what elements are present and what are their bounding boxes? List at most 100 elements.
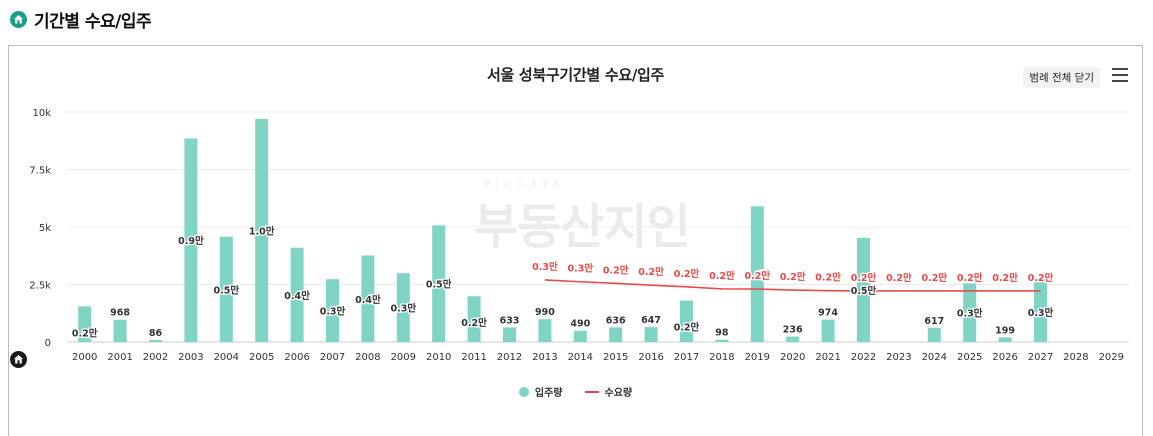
legend-dot-icon [518,386,529,397]
logo-icon [10,351,27,368]
line-data-label: 0.2만 [780,271,806,283]
line-data-label: 0.2만 [603,264,629,276]
bar-data-label: 0.5만 [851,285,877,297]
bar [538,319,552,342]
y-tick-label: 10k [32,108,51,119]
x-tick-label: 2014 [568,352,593,363]
bar-data-label: 0.3만 [320,306,346,318]
bar-data-label: 633 [500,315,520,326]
x-tick-label: 2007 [320,352,345,363]
line-data-label: 0.2만 [709,270,735,282]
x-tick-label: 2025 [957,352,982,363]
bar-data-label: 490 [570,319,590,330]
x-tick-label: 2015 [603,352,628,363]
bar-data-label: 974 [818,308,838,319]
y-tick-label: 5k [39,223,51,234]
legend-item-move-in[interactable]: 입주량 [518,384,563,399]
y-tick-label: 2.5k [29,281,51,292]
bar [927,327,941,342]
hamburger-menu-icon[interactable] [1112,68,1128,82]
section-header: 기간별 수요/입주 [10,6,152,32]
x-tick-label: 2021 [815,352,840,363]
x-tick-label: 2020 [780,352,805,363]
bar-data-label: 0.2만 [72,327,98,339]
bar-data-label: 0.2만 [461,317,487,329]
x-tick-label: 2002 [143,352,168,363]
x-tick-label: 2028 [1063,352,1088,363]
bar-data-label: 236 [783,325,803,336]
bar [573,330,587,342]
x-tick-label: 2003 [178,352,203,363]
bar-data-label: 0.4만 [355,294,381,306]
x-tick-label: 2011 [461,352,486,363]
line-data-label: 0.2만 [992,272,1018,284]
x-tick-label: 2009 [391,352,416,363]
bar-data-label: 0.3만 [957,308,983,320]
bar [1034,282,1047,342]
bar-data-label: 617 [924,316,944,327]
x-tick-label: 2010 [426,352,451,363]
y-tick-label: 7.5k [29,166,51,177]
x-tick-label: 2017 [674,352,699,363]
line-data-label: 0.2만 [886,272,912,284]
x-tick-label: 2013 [532,352,557,363]
bar [786,336,800,342]
line-data-label: 0.2만 [815,272,841,284]
bar-data-label: 636 [606,315,626,326]
bar-data-label: 0.2만 [674,322,700,334]
bar-data-label: 0.4만 [284,290,310,302]
page-title: 기간별 수요/입주 [34,11,152,32]
bar [963,283,977,342]
line-data-label: 0.2만 [1028,272,1054,284]
bar [503,327,516,342]
bar [644,327,658,342]
line-data-label: 0.3만 [532,261,558,273]
x-tick-label: 2029 [1099,352,1124,363]
bar-data-label: 990 [535,307,555,318]
bar [609,327,623,342]
bar [219,236,233,342]
legend-label-move-in: 입주량 [534,388,563,399]
bar [750,206,764,342]
x-tick-label: 2005 [249,352,274,363]
bar-data-label: 0.5만 [426,279,452,291]
bar-data-label: 0.9만 [178,235,204,247]
chart-plot: 0 2.5k 5k 7.5k 10k 2000 2001 2002 2003 2004 2005 20… [29,108,1129,363]
line-data-label: 0.2만 [957,272,983,284]
line-data-label: 0.2만 [922,272,948,284]
chart-card: 서울 성북구기간별 수요/입주 범례 전체 닫기 PICDATA 부동산지인 0… [8,45,1143,436]
x-tick-label: 2006 [284,352,309,363]
x-tick-label: 2023 [886,352,911,363]
bar-data-label: 647 [641,315,661,326]
bar-data-label: 0.5만 [214,284,240,296]
x-tick-label: 2016 [638,352,663,363]
bar-data-label: 1.0만 [249,225,275,237]
demand-line [544,279,1041,292]
bar-data-label: 968 [110,308,130,319]
bar [857,238,870,342]
bar [432,225,446,342]
x-tick-label: 2008 [355,352,380,363]
x-tick-label: 2024 [922,352,947,363]
bar [255,118,269,343]
bar [715,339,729,342]
legend-toggle-button[interactable]: 범례 전체 닫기 [1023,67,1100,88]
bar [998,337,1012,342]
home-icon [10,10,27,28]
x-tick-label: 2004 [214,352,239,363]
x-tick-label: 2019 [745,352,770,363]
line-data-label: 0.2만 [674,268,700,280]
legend-item-demand[interactable]: 수요량 [584,384,633,399]
x-tick-label: 2027 [1028,352,1053,363]
legend-line-icon [584,390,599,393]
line-data-label: 0.2만 [745,270,771,282]
bar [467,296,481,342]
bar [149,340,162,342]
bar [361,255,375,342]
x-tick-label: 2026 [992,352,1017,363]
line-data-label: 0.2만 [638,266,664,278]
chart-legend: 입주량 수요량 [9,384,1142,399]
y-tick-label: 0 [45,338,51,349]
legend-label-demand: 수요량 [604,388,633,399]
bar [326,279,339,342]
